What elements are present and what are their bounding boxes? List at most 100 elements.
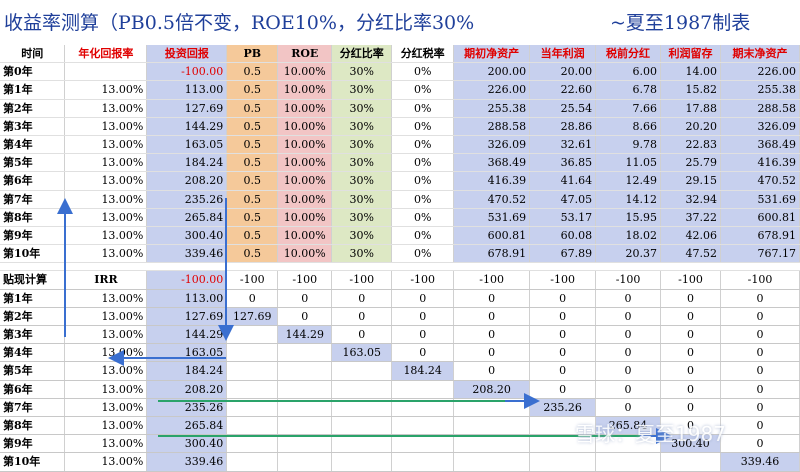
discount-cell: 13.00% [64, 289, 148, 308]
spacer-cell [660, 262, 721, 272]
table-cell: 767.17 [720, 244, 800, 264]
table-cell: 22.83 [660, 135, 721, 155]
table-cell: 10.00% [277, 190, 333, 209]
table-cell: 144.29 [146, 117, 228, 137]
table-cell: 416.39 [720, 153, 800, 173]
table-cell: 0.5 [226, 171, 279, 191]
discount-cell: 184.24 [146, 361, 228, 381]
discount-header-cell: -100 [595, 270, 662, 290]
discount-cell: 163.05 [331, 343, 393, 363]
table-cell: 0% [391, 153, 455, 173]
discount-cell: 0 [720, 325, 800, 345]
table-cell: 339.46 [146, 244, 228, 264]
spacer-row [0, 262, 800, 272]
discount-cell: 0 [391, 325, 455, 345]
spacer-cell [453, 262, 530, 272]
table-cell: 0% [391, 190, 455, 209]
col-header: PB [226, 45, 279, 64]
table-cell: 47.05 [529, 190, 597, 209]
discount-cell: 0 [529, 343, 597, 363]
table-row: 第5年 13.00% 184.24 0.5 10.00% 30% 0% 368.49 36.85… [0, 153, 800, 173]
discount-cell [331, 398, 393, 418]
table-cell: 0.5 [226, 190, 279, 209]
table-cell: 0% [391, 208, 455, 228]
table-cell: 0% [391, 135, 455, 155]
table-cell: 368.49 [720, 135, 800, 155]
table-cell: 第9年 [0, 226, 66, 246]
spacer-cell [0, 262, 65, 272]
table-cell: 6.78 [595, 80, 662, 100]
table-row: 第0年 -100.00 0.5 10.00% 30% 0% 200.00 20.00 6.00 1… [0, 62, 800, 82]
sheet-title: 收益率测算（PB0.5倍不变，ROE10%，分红比率30% [4, 12, 475, 34]
table-cell: 37.22 [660, 208, 721, 228]
discount-cell: 0 [720, 361, 800, 381]
table-cell: 184.24 [146, 153, 228, 173]
table-cell: 0.5 [226, 208, 279, 228]
discount-cell: 13.00% [64, 380, 148, 399]
discount-cell: 235.26 [146, 398, 228, 418]
sheet-author: ~夏至1987制表 [610, 12, 751, 34]
discount-cell: 13.00% [64, 398, 148, 418]
flow-arrows [57, 198, 672, 444]
table-cell: 30% [331, 62, 393, 82]
table-cell: 0% [391, 99, 455, 118]
table-cell: 326.09 [453, 135, 531, 155]
col-header: 时间 [0, 45, 66, 64]
table-cell: 0% [391, 244, 455, 264]
col-header: 利润留存 [660, 45, 721, 64]
col-header: 税前分红 [595, 45, 662, 64]
discount-cell: 300.40 [660, 434, 721, 454]
col-header: 分红比率 [331, 45, 393, 64]
discount-header-cell: -100 [277, 270, 333, 290]
discount-header-cell: -100 [720, 270, 800, 290]
table-cell: 326.09 [720, 117, 800, 137]
table-cell: 20.20 [660, 117, 721, 137]
discount-header-cell: -100.00 [146, 270, 228, 290]
table-cell: 12.49 [595, 171, 662, 191]
discount-cell [226, 343, 279, 363]
table-cell: 288.58 [720, 99, 800, 118]
spacer-cell [391, 262, 454, 272]
spacer-cell [595, 262, 661, 272]
discount-cell: 第7年 [0, 398, 66, 418]
discount-cell [277, 343, 333, 363]
table-cell: 42.06 [660, 226, 721, 246]
discount-cell: 0 [453, 307, 531, 327]
discount-cell: 第9年 [0, 434, 66, 454]
table-cell: 470.52 [720, 171, 800, 191]
table-cell: 30% [331, 226, 393, 246]
table-cell: 13.00% [64, 208, 148, 228]
discount-row: 第2年 13.00% 127.69 127.69 0 0 0 0 0 0 0 0 [0, 307, 800, 327]
table-cell: 32.61 [529, 135, 597, 155]
discount-cell: 0 [595, 380, 662, 399]
col-header: 年化回报率 [64, 45, 148, 64]
col-header: 投资回报 [146, 45, 228, 64]
table-cell: 第3年 [0, 117, 66, 137]
discount-cell: 第3年 [0, 325, 66, 345]
discount-row: 第3年 13.00% 144.29 144.29 0 0 0 0 0 0 0 [0, 325, 800, 345]
table-cell: 678.91 [453, 244, 531, 264]
discount-header-cell: -100 [391, 270, 455, 290]
table-cell: 22.60 [529, 80, 597, 100]
discount-cell: 0 [660, 361, 721, 381]
table-cell: 30% [331, 244, 393, 264]
table-cell: 29.15 [660, 171, 721, 191]
discount-cell: 0 [226, 289, 279, 308]
table-cell: 67.89 [529, 244, 597, 264]
table-cell: 0.5 [226, 80, 279, 100]
discount-cell [226, 361, 279, 381]
table-cell: 531.69 [453, 208, 531, 228]
table-cell: 0.5 [226, 62, 279, 82]
table-cell: 600.81 [453, 226, 531, 246]
discount-cell: 0 [529, 361, 597, 381]
spacer-cell [64, 262, 147, 272]
table-cell: 第10年 [0, 244, 66, 264]
table-cell: 10.00% [277, 208, 333, 228]
table-cell: 10.00% [277, 135, 333, 155]
table-cell: 14.00 [660, 62, 721, 82]
discount-cell: 第6年 [0, 380, 66, 399]
discount-cell [391, 434, 455, 454]
table-cell: 0.5 [226, 117, 279, 137]
discount-cell: 265.84 [595, 416, 662, 436]
table-cell: 0% [391, 226, 455, 246]
